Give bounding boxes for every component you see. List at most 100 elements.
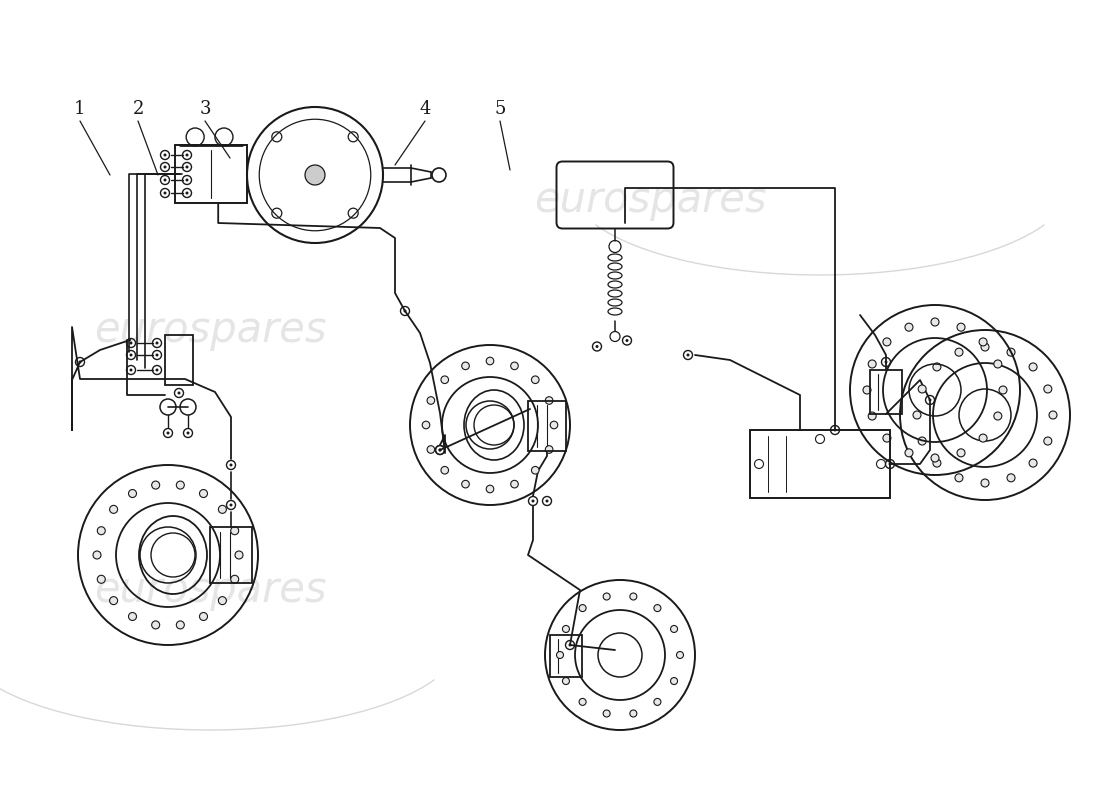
Text: 3: 3 — [199, 100, 211, 118]
Circle shape — [931, 454, 939, 462]
Circle shape — [230, 503, 232, 506]
Circle shape — [913, 411, 921, 419]
Circle shape — [979, 338, 987, 346]
Circle shape — [653, 698, 661, 706]
Bar — [870, 370, 902, 414]
Text: 1: 1 — [75, 100, 86, 118]
Circle shape — [630, 710, 637, 717]
Circle shape — [110, 597, 118, 605]
Circle shape — [686, 354, 690, 357]
Circle shape — [1030, 363, 1037, 371]
Circle shape — [955, 474, 962, 482]
Circle shape — [671, 626, 678, 633]
Circle shape — [981, 479, 989, 487]
Circle shape — [562, 678, 570, 685]
Circle shape — [1044, 437, 1052, 445]
Bar — [175, 145, 248, 203]
Circle shape — [439, 449, 441, 451]
Circle shape — [889, 462, 891, 466]
Circle shape — [993, 360, 1002, 368]
Circle shape — [186, 178, 188, 182]
Text: eurospares: eurospares — [534, 179, 767, 221]
Text: eurospares: eurospares — [94, 569, 327, 611]
Circle shape — [1049, 411, 1057, 419]
Bar — [165, 335, 192, 385]
Circle shape — [546, 499, 549, 502]
Circle shape — [486, 485, 494, 493]
Circle shape — [630, 593, 637, 600]
Circle shape — [579, 698, 586, 706]
Circle shape — [510, 480, 518, 488]
Circle shape — [439, 449, 441, 451]
Circle shape — [78, 361, 81, 363]
Circle shape — [1006, 474, 1015, 482]
Circle shape — [152, 481, 160, 489]
Circle shape — [1006, 348, 1015, 356]
Circle shape — [579, 605, 586, 611]
Circle shape — [155, 342, 158, 345]
Circle shape — [928, 398, 932, 402]
Circle shape — [933, 459, 940, 467]
Circle shape — [231, 526, 239, 534]
Circle shape — [884, 361, 888, 363]
Circle shape — [164, 166, 166, 169]
Circle shape — [981, 343, 989, 351]
Bar — [528, 401, 566, 451]
Circle shape — [603, 710, 611, 717]
Circle shape — [653, 605, 661, 611]
Circle shape — [199, 613, 208, 621]
Circle shape — [671, 678, 678, 685]
Circle shape — [462, 362, 470, 370]
Circle shape — [1030, 459, 1037, 467]
Circle shape — [186, 166, 188, 169]
Circle shape — [595, 345, 598, 348]
Circle shape — [979, 434, 987, 442]
Circle shape — [404, 310, 407, 313]
Circle shape — [186, 191, 188, 194]
Circle shape — [130, 342, 132, 345]
Circle shape — [305, 165, 324, 185]
Circle shape — [550, 421, 558, 429]
Circle shape — [130, 369, 132, 371]
Circle shape — [531, 376, 539, 383]
Circle shape — [905, 323, 913, 331]
Circle shape — [931, 318, 939, 326]
Bar — [550, 635, 582, 677]
Circle shape — [918, 437, 926, 445]
Circle shape — [918, 385, 926, 393]
Circle shape — [166, 431, 169, 434]
Text: 2: 2 — [132, 100, 144, 118]
Circle shape — [422, 421, 430, 429]
Circle shape — [486, 357, 494, 365]
Circle shape — [883, 338, 891, 346]
Circle shape — [562, 626, 570, 633]
Text: eurospares: eurospares — [94, 309, 327, 351]
Circle shape — [110, 506, 118, 514]
Circle shape — [557, 651, 563, 658]
Circle shape — [231, 575, 239, 583]
Circle shape — [883, 434, 891, 442]
Circle shape — [1044, 385, 1052, 393]
Circle shape — [130, 354, 132, 357]
Circle shape — [462, 480, 470, 488]
Circle shape — [868, 360, 877, 368]
Circle shape — [546, 397, 553, 404]
Circle shape — [569, 643, 572, 646]
Circle shape — [176, 481, 185, 489]
Bar — [210, 527, 252, 583]
Circle shape — [186, 154, 188, 157]
Circle shape — [834, 429, 836, 431]
Circle shape — [164, 178, 166, 182]
Circle shape — [933, 363, 940, 371]
Circle shape — [155, 369, 158, 371]
Circle shape — [164, 154, 166, 157]
Circle shape — [603, 593, 611, 600]
Circle shape — [230, 463, 232, 466]
Circle shape — [152, 621, 160, 629]
Circle shape — [219, 506, 227, 514]
Circle shape — [219, 597, 227, 605]
Circle shape — [957, 449, 965, 457]
Text: 4: 4 — [419, 100, 431, 118]
Circle shape — [187, 431, 189, 434]
Circle shape — [97, 575, 106, 583]
